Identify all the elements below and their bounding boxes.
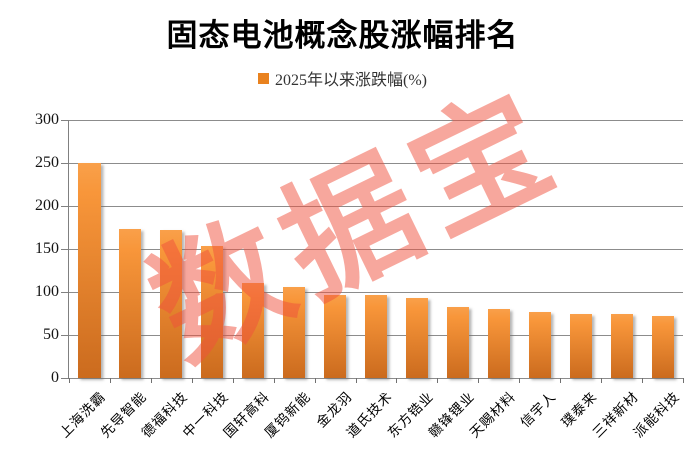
bar-slot [560, 120, 601, 378]
gridline-y-100 [69, 292, 683, 293]
x-axis-label-东方锆业: 东方锆业 [384, 388, 437, 441]
y-axis-label-200: 200 [35, 197, 59, 214]
bar-slot [151, 120, 192, 378]
x-tick [560, 378, 562, 383]
bar-厦钨新能 [283, 286, 306, 378]
bar-slot [315, 120, 356, 378]
y-axis-label-150: 150 [35, 240, 59, 257]
bar-道氏技术 [364, 295, 388, 378]
x-axis-label-派能科技: 派能科技 [630, 388, 682, 441]
x-tick [314, 378, 316, 383]
bar-三祥新材 [610, 314, 633, 378]
x-axis-label-信宇人: 信宇人 [517, 388, 560, 431]
x-axis-labels: 上海洗霸 先导智能 德福科技 中一科技 国轩高科 厦钨新能 金龙羽 道氏技术 东方锆业 赣锋锂业天… [57, 378, 682, 475]
x-axis-label-道氏技术: 道氏技术 [343, 388, 396, 441]
bar-中一科技 [201, 246, 224, 378]
y-axis-label-300: 300 [35, 111, 59, 128]
gridline-y-300 [69, 120, 683, 121]
gridline-y-200 [69, 206, 683, 207]
x-axis-label-金龙羽: 金龙羽 [313, 388, 355, 431]
bar-slot [437, 120, 478, 378]
bar-国轩高科 [242, 283, 265, 378]
bar-上海洗霸 [78, 163, 101, 378]
x-tick [273, 378, 275, 383]
x-axis-label-国轩高科: 国轩高科 [221, 388, 273, 441]
x-tick [478, 378, 480, 383]
legend-swatch-icon [258, 72, 269, 84]
x-axis-label-赣锋锂业: 赣锋锂业 [425, 388, 478, 441]
x-tick [69, 378, 70, 383]
bar-信宇人 [528, 311, 551, 378]
y-tick-50 [61, 335, 68, 336]
bars-group [69, 120, 683, 378]
x-tick [642, 378, 644, 383]
y-tick-250 [61, 163, 68, 164]
y-axis-label-50: 50 [43, 326, 59, 343]
bar-slot [642, 120, 683, 378]
bar-天赐材料 [487, 309, 510, 378]
legend-label: 2025年以来涨跌幅(%) [275, 72, 427, 89]
bar-slot [397, 120, 438, 378]
gridline-y-0 [69, 378, 683, 379]
bar-slot [274, 120, 315, 378]
x-axis-label-中一科技: 中一科技 [180, 388, 232, 441]
x-axis-label-璞泰来: 璞泰来 [558, 388, 601, 431]
bar-德福科技 [160, 230, 183, 378]
bar-slot [519, 120, 560, 378]
x-tick [191, 378, 193, 383]
bar-slot [478, 120, 519, 378]
bar-派能科技 [651, 316, 674, 378]
bar-金龙羽 [324, 294, 347, 378]
gridline-y-250 [69, 163, 683, 164]
bar-东方锆业 [405, 298, 429, 378]
x-axis-label-天赐材料: 天赐材料 [466, 388, 519, 441]
bar-slot [233, 120, 274, 378]
y-tick-200 [61, 206, 68, 207]
bar-先导智能 [119, 229, 142, 378]
x-axis-label-三祥新材: 三祥新材 [589, 388, 642, 441]
y-tick-150 [61, 249, 68, 250]
x-axis-label-先导智能: 先导智能 [98, 388, 150, 441]
bar-slot [69, 120, 110, 378]
x-axis-label-上海洗霸: 上海洗霸 [57, 388, 109, 441]
x-tick [355, 378, 357, 383]
x-axis-label-厦钨新能: 厦钨新能 [261, 388, 314, 441]
x-tick [396, 378, 398, 383]
y-axis-label-100: 100 [35, 283, 59, 300]
y-tick-300 [61, 120, 68, 121]
x-tick [437, 378, 439, 383]
y-tick-100 [61, 292, 68, 293]
plot-area [61, 120, 684, 383]
y-axis-label-250: 250 [35, 154, 59, 171]
x-tick [150, 378, 152, 383]
gridline-y-150 [69, 249, 683, 250]
x-tick [519, 378, 521, 383]
y-axis-label-0: 0 [51, 369, 59, 386]
chart-title: 固态电池概念股涨幅排名 [166, 18, 519, 53]
bar-slot [192, 120, 233, 378]
bar-璞泰来 [569, 313, 592, 378]
x-tick [601, 378, 603, 383]
bar-slot [356, 120, 397, 378]
x-tick [232, 378, 234, 383]
bar-slot [601, 120, 642, 378]
legend: 2025年以来涨跌幅(%) [0, 66, 685, 90]
bar-赣锋锂业 [446, 306, 469, 378]
x-tick [683, 378, 684, 383]
x-tick [109, 378, 111, 383]
bar-slot [110, 120, 151, 378]
x-axis-label-德福科技: 德福科技 [139, 388, 191, 441]
y-tick-0 [61, 378, 68, 379]
